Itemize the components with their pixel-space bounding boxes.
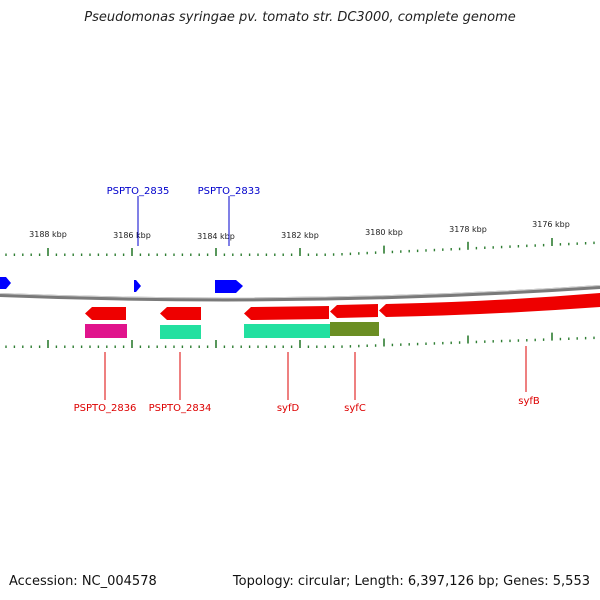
scale-label-3184: 3184 kbp bbox=[197, 232, 235, 241]
gene-arrow-pspto-2833[interactable] bbox=[215, 280, 243, 293]
scale-label-3188: 3188 kbp bbox=[29, 230, 67, 239]
scale-label-3182: 3182 kbp bbox=[281, 231, 319, 240]
cds-feature-syfc[interactable] bbox=[330, 322, 379, 336]
gene-label-syfd[interactable]: syfD bbox=[277, 403, 300, 414]
scale-label-3180: 3180 kbp bbox=[365, 228, 403, 237]
forward-genes bbox=[0, 277, 243, 293]
gene-labels-bottom: PSPTO_2836 PSPTO_2834 syfD syfC syfB bbox=[74, 346, 540, 414]
gene-labels-top: PSPTO_2835 PSPTO_2833 bbox=[107, 186, 261, 246]
gene-label-syfb[interactable]: syfB bbox=[518, 396, 540, 407]
gene-arrow-pspto-2836[interactable] bbox=[85, 307, 126, 320]
scale-label-3186: 3186 kbp bbox=[113, 231, 151, 240]
scale-label-3176: 3176 kbp bbox=[532, 220, 570, 229]
accession-text: Accession: NC_004578 bbox=[9, 574, 157, 589]
gene-label-syfc[interactable]: syfC bbox=[344, 403, 366, 414]
gene-label-pspto-2836[interactable]: PSPTO_2836 bbox=[74, 403, 137, 414]
cds-features bbox=[85, 322, 379, 339]
scale-ticks-top bbox=[5, 238, 595, 256]
gene-arrow-pspto-2835[interactable] bbox=[134, 280, 141, 292]
scale-labels: 3188 kbp 3186 kbp 3184 kbp 3182 kbp 3180… bbox=[29, 220, 570, 241]
gene-arrow-pspto-2834[interactable] bbox=[160, 307, 201, 320]
gene-arrow-syfb[interactable] bbox=[379, 293, 600, 317]
scale-ticks-bottom bbox=[5, 332, 595, 348]
scale-label-3178: 3178 kbp bbox=[449, 225, 487, 234]
genome-title: Pseudomonas syringae pv. tomato str. DC3… bbox=[84, 10, 516, 25]
gene-label-pspto-2835[interactable]: PSPTO_2835 bbox=[107, 186, 170, 197]
gene-arrow-syfc[interactable] bbox=[330, 304, 378, 318]
genome-summary-text: Topology: circular; Length: 6,397,126 bp… bbox=[232, 574, 590, 589]
genome-backbone-highlight bbox=[0, 285, 600, 299]
cds-feature-syfd[interactable] bbox=[244, 324, 330, 338]
gene-arrow-forward-left-edge[interactable] bbox=[0, 277, 11, 289]
gene-label-pspto-2834[interactable]: PSPTO_2834 bbox=[149, 403, 212, 414]
gene-arrow-syfd[interactable] bbox=[244, 306, 329, 320]
reverse-genes bbox=[85, 293, 600, 320]
gene-label-pspto-2833[interactable]: PSPTO_2833 bbox=[198, 186, 261, 197]
cds-feature-pspto-2834[interactable] bbox=[160, 325, 201, 339]
cds-feature-pspto-2836[interactable] bbox=[85, 324, 127, 338]
genome-backbone bbox=[0, 285, 600, 302]
